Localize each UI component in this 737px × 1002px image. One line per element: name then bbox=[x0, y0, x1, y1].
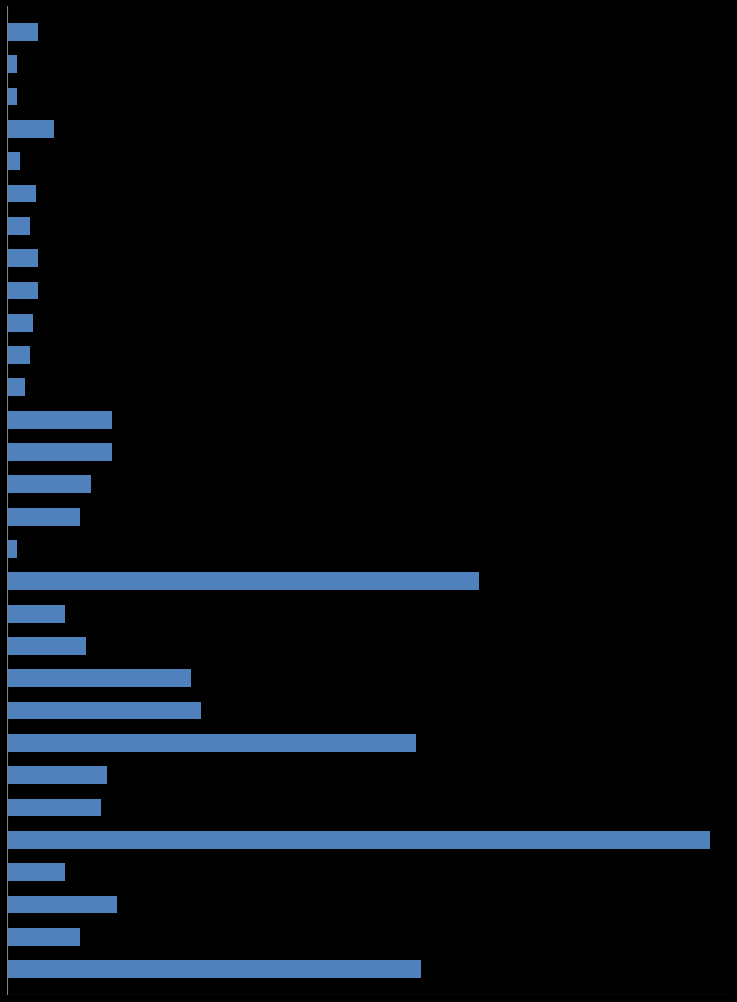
Bar bbox=[7, 573, 479, 590]
Bar bbox=[7, 24, 38, 42]
Bar bbox=[7, 864, 65, 881]
Bar bbox=[7, 702, 201, 719]
Bar bbox=[7, 476, 91, 494]
Bar bbox=[7, 185, 36, 203]
Bar bbox=[7, 315, 33, 333]
Bar bbox=[7, 412, 112, 429]
Bar bbox=[7, 767, 107, 785]
Bar bbox=[7, 637, 85, 655]
Bar bbox=[7, 88, 18, 106]
Bar bbox=[7, 283, 38, 300]
Bar bbox=[7, 832, 710, 849]
Bar bbox=[7, 799, 102, 817]
Bar bbox=[7, 347, 30, 365]
Bar bbox=[7, 669, 191, 687]
Bar bbox=[7, 379, 25, 397]
Bar bbox=[7, 960, 422, 978]
Bar bbox=[7, 928, 80, 946]
Bar bbox=[7, 153, 20, 170]
Bar bbox=[7, 540, 18, 558]
Bar bbox=[7, 896, 117, 914]
Bar bbox=[7, 217, 30, 235]
Bar bbox=[7, 249, 38, 268]
Bar bbox=[7, 508, 80, 526]
Bar bbox=[7, 121, 54, 138]
Bar bbox=[7, 605, 65, 623]
Bar bbox=[7, 444, 112, 462]
Bar bbox=[7, 734, 416, 753]
Bar bbox=[7, 56, 18, 74]
